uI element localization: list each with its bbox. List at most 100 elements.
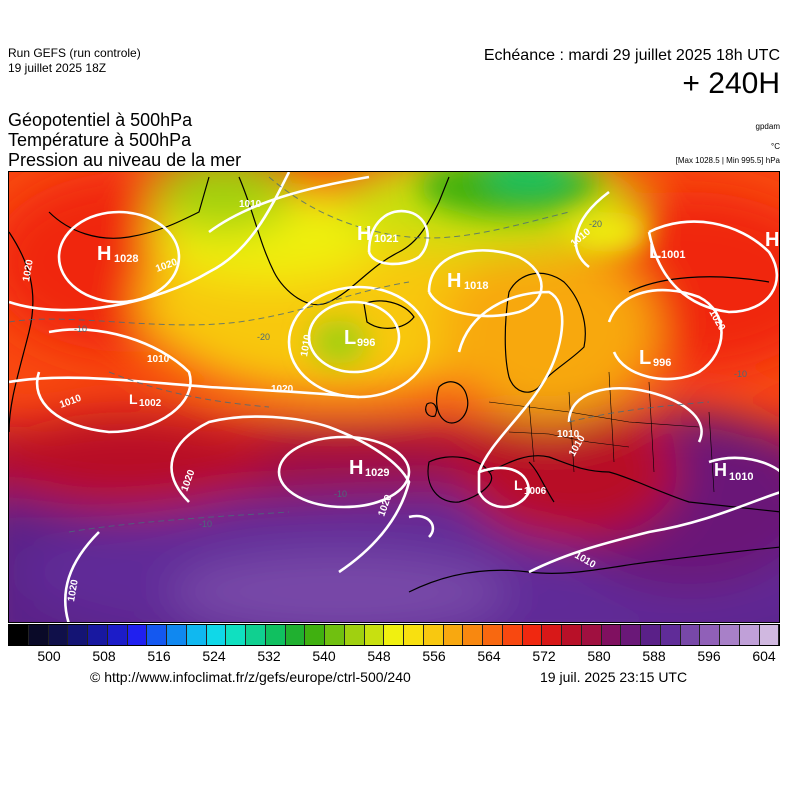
russia-arctic-coast [628,276,770,293]
center-value: 1028 [114,253,138,265]
scandinavia-coast [504,272,586,393]
colorbar-swatch [285,625,306,645]
isobar-1001 [647,220,779,314]
colorbar-swatch [28,625,49,645]
pressure-center-low-1: L 996 [344,327,375,349]
isobar-label: 1020 [66,578,81,602]
unit-celsius: °C [771,142,780,151]
title-geopotential: Géopotentiel à 500hPa [8,110,193,130]
colorbar-swatch [167,625,187,645]
isobar-1010-central [567,386,703,443]
isotherm-label: -20 [257,332,270,342]
center-letter: H [357,223,371,245]
colorbar-swatch [344,625,365,645]
center-value: 1029 [365,467,389,479]
colorbar-swatch [305,625,325,645]
isobars [9,172,779,622]
coastlines [9,176,779,593]
isotherm-labels: -10 -20 -20 -10 -10 -10 [74,219,747,529]
isobar-1020-iberia [408,514,435,538]
italy-coast [528,461,555,503]
center-letter: H [714,460,727,480]
pressure-center-low-3: L 996 [639,347,671,369]
colorbar-swatch [147,625,167,645]
isobar-1010-arctic [574,190,610,269]
borders [488,371,715,493]
isobar-1020-atlantic [9,376,360,399]
colorbar-label: 580 [587,648,611,664]
valid-time: Echéance : mardi 29 juillet 2025 18h UTC [483,47,780,64]
colorbar-swatch [759,625,780,645]
colorbar-label: 548 [367,648,391,664]
colorbar-swatch [720,625,740,645]
center-value: 1001 [661,249,685,261]
isobar-1010-east [528,491,779,574]
colorbar-label: 596 [697,648,721,664]
isobar-1010-greenland [208,175,370,234]
colorbar-swatch [68,625,88,645]
weather-map[interactable]: H 1028 H 1021 H 1018 L 996 L 1001 L 996 L 1002 … [8,171,780,623]
isobar-label: 1010 [147,354,170,365]
isobar-label: 1010 [239,199,262,210]
center-value: 1021 [374,233,398,245]
uk-coast [436,381,469,424]
pressure-center-low-2: L 1001 [649,241,685,263]
isobar-1021-greenland [367,209,429,266]
colorbar-swatch [226,625,246,645]
isotherm-label: -20 [589,219,602,229]
isobar-1010-low [35,328,192,434]
isobar-1025-azores [277,435,411,509]
isobar-1020-north [9,172,291,312]
isotherm-m10 [68,511,290,533]
center-letter: L [514,477,523,493]
isotherm-m25 [268,176,570,239]
colorbar-label: 532 [257,648,281,664]
isobar-label: 1020 [21,258,36,282]
isotherms [9,176,710,533]
isotherm-m20 [9,281,410,326]
iberia-coast [427,456,493,503]
pressure-center-high-5: H 1010 [714,460,753,483]
run-label: Run GEFS (run controle) [8,46,141,60]
unit-gpdam: gpdam [755,122,780,131]
max-min-pressure: [Max 1028.5 | Min 995.5] hPa [675,156,780,165]
colorbar-swatch [483,625,503,645]
colorbar-swatch [542,625,562,645]
title-temperature: Température à 500hPa [8,130,192,150]
center-letter: H [447,270,461,292]
colorbar-swatch [621,625,641,645]
isotherm-label: -10 [199,519,212,529]
colorbar-swatch [660,625,681,645]
center-value: 996 [653,357,671,369]
isobar-1010-ne [708,456,779,473]
colorbar-label: 508 [92,648,116,664]
colorbar-label: 588 [642,648,666,664]
colorbar-swatch [641,625,661,645]
isobar-1018 [427,249,543,318]
colorbar-label: 564 [477,648,501,664]
iceland-coast [363,300,415,329]
isotherm-m10-east [568,401,710,423]
cold-cores [311,172,649,364]
source-url[interactable]: © http://www.infoclimat.fr/z/gefs/europe… [90,669,411,685]
canada-coast [48,176,210,239]
isobar-1006 [477,466,531,509]
pressure-center-high-1: H 1028 [97,243,138,265]
center-value: 1018 [464,280,488,292]
center-value: 1002 [139,398,162,409]
isobar-1020-south [63,531,100,622]
colorbar-swatch [423,625,444,645]
pressure-center-high-3: H 1018 [447,270,488,292]
weather-map-canvas: H 1028 H 1021 H 1018 L 996 L 1001 L 996 L 1002 … [9,172,779,622]
pressure-center-high-6: H [765,229,779,251]
colorbar-labels: 500 508 516 524 532 540 548 556 564 572 … [8,648,780,666]
pressure-center-low-5: L 1006 [514,477,547,497]
colorbar-swatch [206,625,227,645]
isotherm-m15 [108,371,270,408]
isobar-1000-iceland [307,300,401,374]
colorbar-swatch [463,625,483,645]
colorbar-label: 556 [422,648,446,664]
isobar-1020-west [57,210,181,304]
center-letter: L [344,327,356,349]
colorbar-label: 500 [37,648,61,664]
